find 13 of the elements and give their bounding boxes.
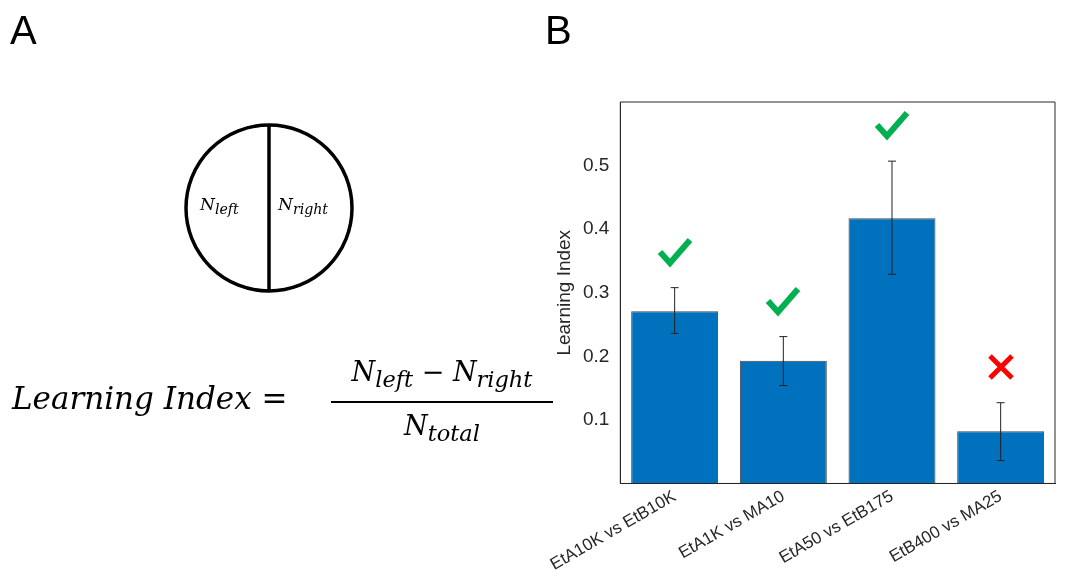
- y-tick-label: 0.1: [582, 408, 610, 430]
- text: N$_{right}$: [278, 194, 329, 218]
- chart-title: B: [545, 8, 572, 53]
- y-axis-title: Learning Index: [552, 229, 574, 356]
- text: N$_{left}$: [200, 194, 239, 218]
- y-tick-label: 0.3: [582, 280, 610, 302]
- text: N$_{left}$ − N$_{right}$: [350, 356, 534, 393]
- y-tick-label: 0.5: [582, 153, 610, 175]
- text: Learning Index =: [12, 380, 288, 416]
- y-tick-label: 0.2: [582, 344, 610, 366]
- text: A: [10, 8, 37, 53]
- y-tick-label: 0.4: [582, 217, 610, 239]
- text: N$_{total}$: [402, 410, 481, 447]
